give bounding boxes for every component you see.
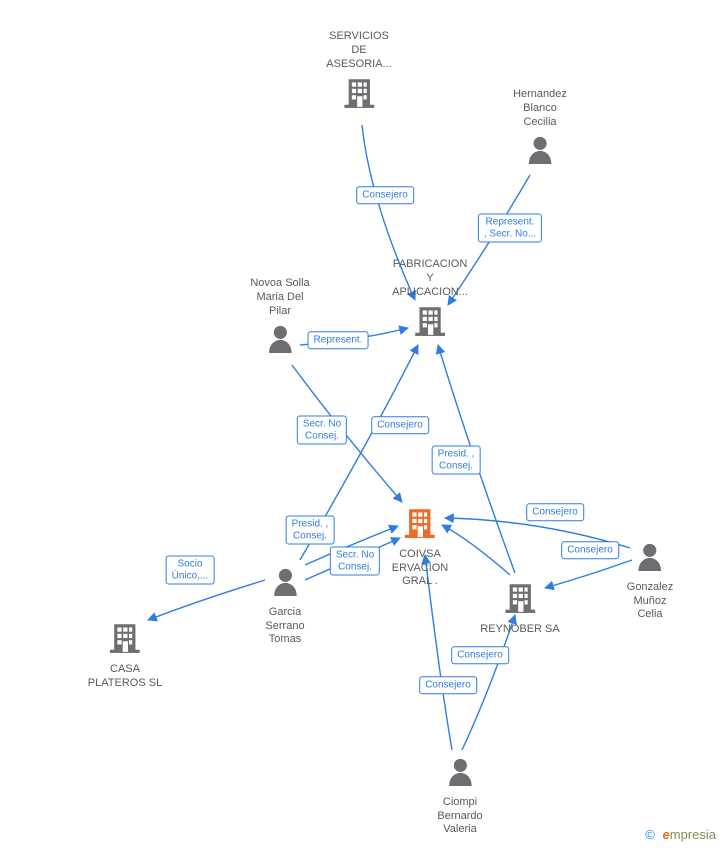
node-hernandez[interactable]: HernandezBlancoCecilia bbox=[513, 88, 567, 170]
edge-garcia-casaplateros bbox=[148, 580, 265, 620]
edge-gonzalez-central bbox=[445, 518, 630, 548]
edge-label-gonzalez-reynober-11: Consejero bbox=[561, 541, 619, 559]
node-central[interactable]: COIVSAERVACIONGRAL . bbox=[392, 505, 448, 589]
edge-reynober-fabricacion bbox=[438, 345, 515, 573]
node-casaplateros[interactable]: CASAPLATEROS SL bbox=[88, 620, 162, 690]
brand-rest: mpresia bbox=[670, 827, 716, 842]
node-label: CASAPLATEROS SL bbox=[88, 663, 162, 691]
edge-novoa-central bbox=[292, 365, 402, 502]
brand-e: e bbox=[663, 827, 670, 842]
person-icon bbox=[265, 322, 295, 359]
edge-reynober-central bbox=[442, 525, 510, 575]
node-gonzalez[interactable]: GonzalezMuñozCelia bbox=[627, 540, 673, 622]
edge-label-garcia-central-6: Secr. NoConsej. bbox=[330, 547, 380, 576]
node-label: COIVSAERVACIONGRAL . bbox=[392, 548, 448, 589]
node-label: GonzalezMuñozCelia bbox=[627, 581, 673, 622]
edge-garcia-central bbox=[305, 538, 400, 580]
node-label: GarciaSerranoTomas bbox=[265, 606, 304, 647]
footer-credit: © empresia bbox=[645, 827, 716, 842]
person-icon bbox=[635, 540, 665, 577]
node-reynober[interactable]: REYNOBER SA bbox=[480, 580, 559, 637]
node-label: REYNOBER SA bbox=[480, 623, 559, 637]
person-icon bbox=[270, 565, 300, 602]
node-garcia[interactable]: GarciaSerranoTomas bbox=[265, 565, 304, 647]
node-label: SERVICIOSDEASESORIA... bbox=[326, 30, 391, 71]
node-servicios[interactable]: SERVICIOSDEASESORIA... bbox=[326, 30, 391, 114]
edge-label-ciompi-central-13: Consejero bbox=[419, 676, 477, 694]
edge-label-reynober-central-8: Presid. ,Consej. bbox=[432, 446, 481, 475]
building-icon bbox=[342, 75, 376, 114]
edge-label-novoa-fabricacion-2: Represent. bbox=[308, 331, 369, 349]
node-label: CiompiBernardoValeria bbox=[437, 796, 482, 837]
building-icon bbox=[413, 303, 447, 342]
building-icon-highlight bbox=[403, 505, 437, 544]
node-fabricacion[interactable]: FABRICACIONYAPLICACION... bbox=[392, 258, 468, 342]
edge-label-garcia-central-5: Presid. ,Consej. bbox=[286, 516, 335, 545]
node-label: FABRICACIONYAPLICACION... bbox=[392, 258, 468, 299]
person-icon bbox=[445, 755, 475, 792]
edge-label-gonzalez-central-10: Consejero bbox=[526, 503, 584, 521]
edge-garcia-central bbox=[305, 526, 398, 565]
building-icon bbox=[503, 580, 537, 619]
node-novoa[interactable]: Novoa SollaMaria DelPilar bbox=[250, 277, 309, 359]
node-label: Novoa SollaMaria DelPilar bbox=[250, 277, 309, 318]
building-icon bbox=[108, 620, 142, 659]
person-icon bbox=[525, 133, 555, 170]
edge-label-garcia-fabricacion-4: Consejero bbox=[371, 416, 429, 434]
diagram-canvas: SERVICIOSDEASESORIA... HernandezBlancoCe… bbox=[0, 0, 728, 850]
edges-layer bbox=[0, 0, 728, 850]
node-ciompi[interactable]: CiompiBernardoValeria bbox=[437, 755, 482, 837]
edge-label-garcia-casaplateros-7: SocioÚnico,... bbox=[166, 556, 215, 585]
edge-label-ciompi-reynober-12: Consejero bbox=[451, 646, 509, 664]
edge-label-servicios-fabricacion-0: Consejero bbox=[356, 186, 414, 204]
node-label: HernandezBlancoCecilia bbox=[513, 88, 567, 129]
edge-label-novoa-central-3: Secr. NoConsej. bbox=[297, 416, 347, 445]
edge-label-hernandez-fabricacion-1: Represent., Secr. No... bbox=[478, 214, 542, 243]
copyright-symbol: © bbox=[645, 827, 655, 842]
